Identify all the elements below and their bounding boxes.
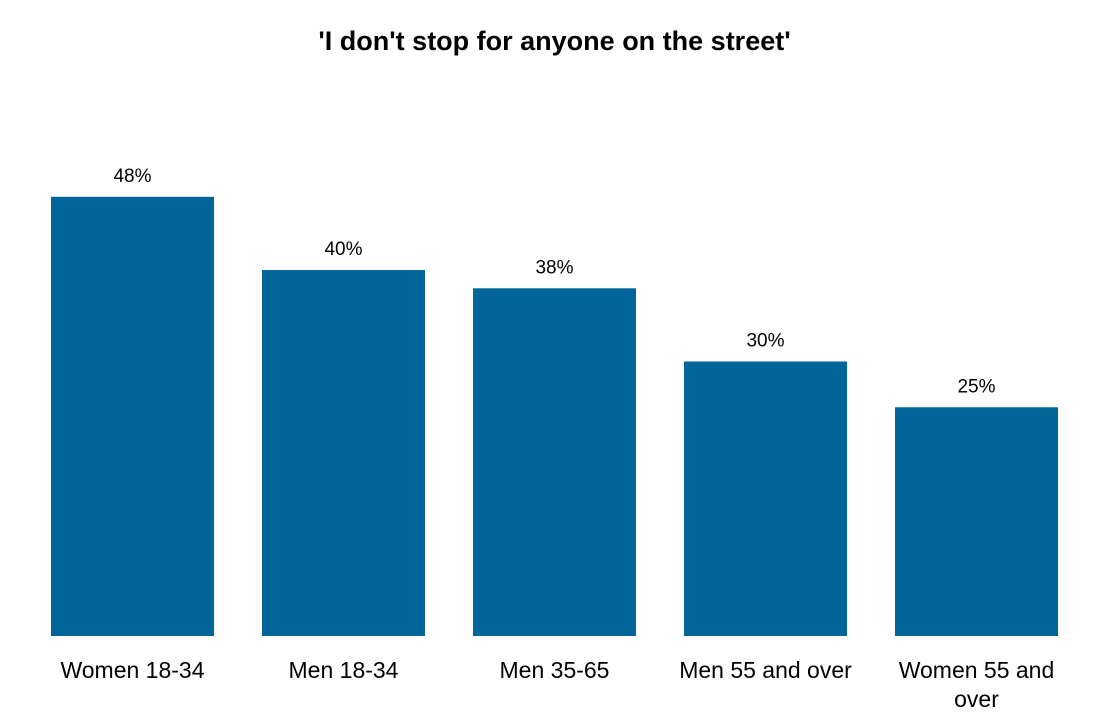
value-label-women-18-34: 48%	[113, 166, 151, 187]
bar-men-35-65	[473, 288, 636, 636]
chart-title: 'I don't stop for anyone on the street'	[318, 26, 791, 56]
value-label-women-55-and-over: 25%	[957, 376, 995, 397]
category-label-women-18-34: Women 18-34	[60, 657, 204, 683]
bar-men-55-and-over	[684, 361, 847, 636]
bar-women-55-and-over	[895, 407, 1058, 636]
category-label-men-18-34: Men 18-34	[289, 657, 399, 683]
category-label-men-55-and-over: Men 55 and over	[679, 657, 852, 683]
bar-men-18-34	[262, 270, 425, 636]
value-label-men-55-and-over: 30%	[746, 331, 784, 352]
category-label-men-35-65: Men 35-65	[500, 657, 610, 683]
value-label-men-18-34: 40%	[324, 239, 362, 260]
bar-women-18-34	[51, 196, 214, 637]
value-label-men-35-65: 38%	[535, 257, 573, 278]
value-labels-layer: 48% 40% 38% 30% 25%	[113, 166, 995, 397]
category-label-women-55-and-over: Women 55 and over	[899, 657, 1055, 712]
category-labels-layer: Women 18-34 Men 18-34 Men 35-65 Men 55 and …	[60, 657, 1054, 712]
bars-layer	[51, 196, 1058, 637]
